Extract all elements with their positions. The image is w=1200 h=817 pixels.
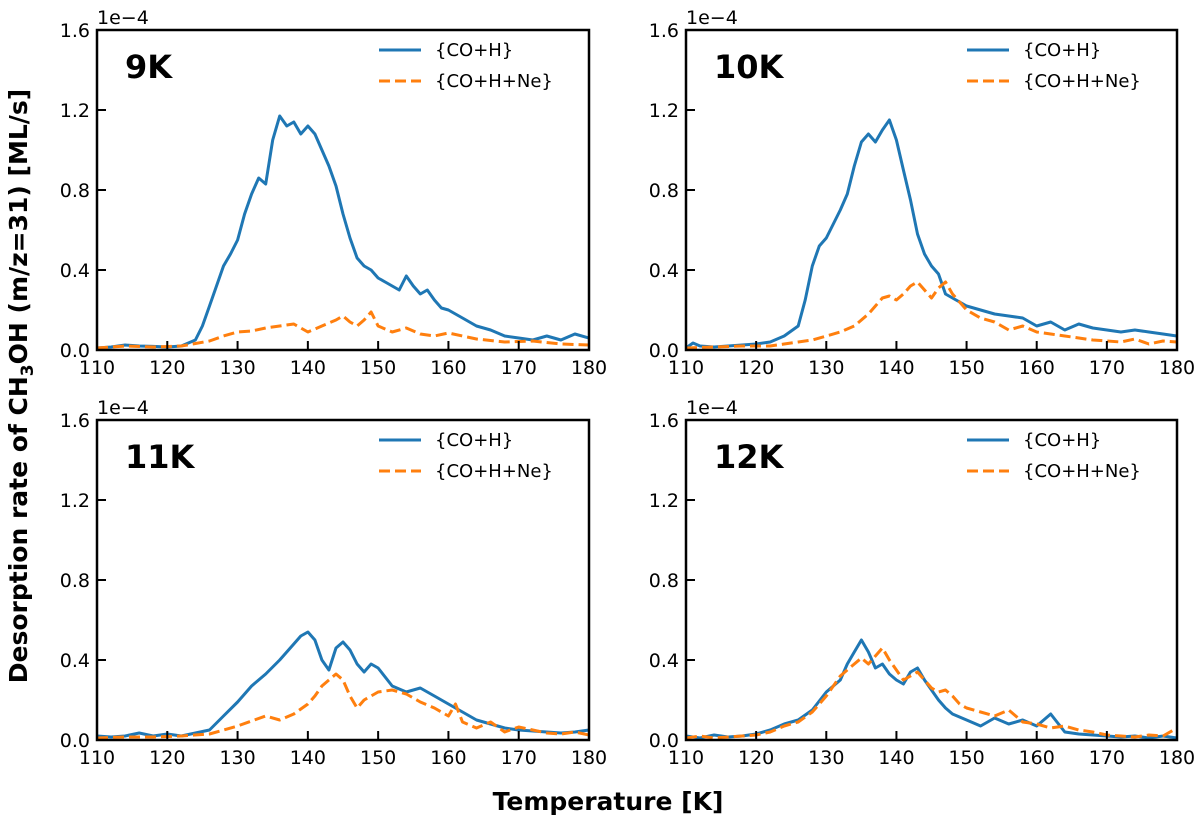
y-tick-label: 1.2 [649, 100, 679, 122]
series-line-co-h [686, 118, 1177, 350]
y-tick-label: 0.4 [60, 260, 90, 282]
panels: 110 120 130 140 150 160 170 180 0.0 0.4 0.8 1.2 1.6 1… [60, 7, 1195, 769]
chart-panel-9K: 110 120 130 140 150 160 170 180 0.0 0.4 0.8 1.2 1.6 1… [60, 7, 607, 379]
x-tick-label: 120 [738, 747, 774, 769]
y-offset-label: 1e−4 [686, 7, 738, 29]
x-tick-label: 150 [948, 747, 984, 769]
x-tick-label: 140 [290, 357, 326, 379]
y-tick-label: 1.6 [60, 410, 90, 432]
x-tick-label: 160 [430, 747, 466, 769]
y-tick-label: 1.6 [649, 410, 679, 432]
panel-label: 11K [125, 438, 196, 476]
y-tick-label: 0.4 [649, 650, 679, 672]
x-tick-label: 180 [571, 357, 607, 379]
x-tick-label: 160 [1019, 357, 1055, 379]
chart-panel-12K: 110 120 130 140 150 160 170 180 0.0 0.4 0.8 1.2 1.6 1… [649, 397, 1195, 769]
x-tick-label: 120 [738, 357, 774, 379]
y-tick-label: 1.6 [649, 20, 679, 42]
x-tick-label: 110 [79, 747, 115, 769]
y-tick-label: 0.4 [649, 260, 679, 282]
y-tick-label: 0.8 [649, 570, 679, 592]
legend-label: {CO+H+Ne} [1023, 71, 1141, 92]
y-tick-label: 0.0 [60, 340, 90, 362]
x-tick-label: 150 [948, 357, 984, 379]
y-tick-label: 0.4 [60, 650, 90, 672]
legend-label: {CO+H+Ne} [435, 461, 553, 482]
x-tick-label: 170 [1089, 747, 1125, 769]
legend-label: {CO+H+Ne} [435, 71, 553, 92]
x-tick-label: 130 [219, 357, 255, 379]
x-tick-label: 110 [668, 747, 704, 769]
legend-label: {CO+H} [435, 430, 513, 451]
legend-label: {CO+H} [1023, 40, 1101, 61]
chart-panel-10K: 110 120 130 140 150 160 170 180 0.0 0.4 0.8 1.2 1.6 1… [649, 7, 1195, 379]
series-line-co-h-ne [97, 310, 589, 350]
y-tick-label: 0.0 [649, 340, 679, 362]
x-tick-label: 140 [878, 357, 914, 379]
panel-label: 10K [714, 48, 785, 86]
y-axis-title-rest: OH (m/z=31) [ML/s] [4, 89, 33, 365]
x-axis-title: Temperature [K] [493, 787, 724, 816]
x-tick-label: 150 [360, 357, 396, 379]
y-axis-title: Desorption rate of CH3OH (m/z=31) [ML/s] [4, 89, 38, 683]
legend-label: {CO+H} [435, 40, 513, 61]
panel-label: 12K [714, 438, 785, 476]
legend-label: {CO+H+Ne} [1023, 461, 1141, 482]
y-offset-label: 1e−4 [686, 397, 738, 419]
series-line-co-h-ne [686, 280, 1177, 350]
x-tick-label: 130 [808, 747, 844, 769]
x-tick-label: 180 [1159, 747, 1195, 769]
x-tick-label: 160 [1019, 747, 1055, 769]
y-axis-title-main: Desorption rate of CH [4, 376, 33, 683]
y-offset-label: 1e−4 [97, 397, 149, 419]
x-tick-label: 110 [668, 357, 704, 379]
legend-label: {CO+H} [1023, 430, 1101, 451]
y-tick-label: 1.6 [60, 20, 90, 42]
x-tick-label: 180 [1159, 357, 1195, 379]
series-line-co-h-ne [97, 672, 589, 740]
x-tick-label: 140 [290, 747, 326, 769]
y-tick-label: 0.8 [649, 180, 679, 202]
series-line-co-h [686, 638, 1177, 740]
x-tick-label: 160 [430, 357, 466, 379]
x-tick-label: 130 [219, 747, 255, 769]
x-tick-label: 170 [501, 747, 537, 769]
y-tick-label: 0.8 [60, 570, 90, 592]
x-tick-label: 120 [149, 357, 185, 379]
x-tick-label: 170 [1089, 357, 1125, 379]
x-tick-label: 140 [878, 747, 914, 769]
y-tick-label: 0.0 [649, 730, 679, 752]
x-tick-label: 130 [808, 357, 844, 379]
y-axis-title-subscript: 3 [18, 364, 38, 376]
panel-label: 9K [125, 48, 173, 86]
y-tick-label: 0.0 [60, 730, 90, 752]
y-tick-label: 1.2 [60, 490, 90, 512]
y-tick-label: 1.2 [649, 490, 679, 512]
x-tick-label: 110 [79, 357, 115, 379]
y-tick-label: 0.8 [60, 180, 90, 202]
chart-panel-11K: 110 120 130 140 150 160 170 180 0.0 0.4 0.8 1.2 1.6 1… [60, 397, 607, 769]
x-tick-label: 180 [571, 747, 607, 769]
series-line-co-h [97, 114, 589, 350]
x-tick-label: 120 [149, 747, 185, 769]
y-offset-label: 1e−4 [97, 7, 149, 29]
series-line-co-h-ne [686, 646, 1177, 740]
series-line-co-h [97, 630, 589, 739]
y-tick-label: 1.2 [60, 100, 90, 122]
x-tick-label: 170 [501, 357, 537, 379]
x-tick-label: 150 [360, 747, 396, 769]
